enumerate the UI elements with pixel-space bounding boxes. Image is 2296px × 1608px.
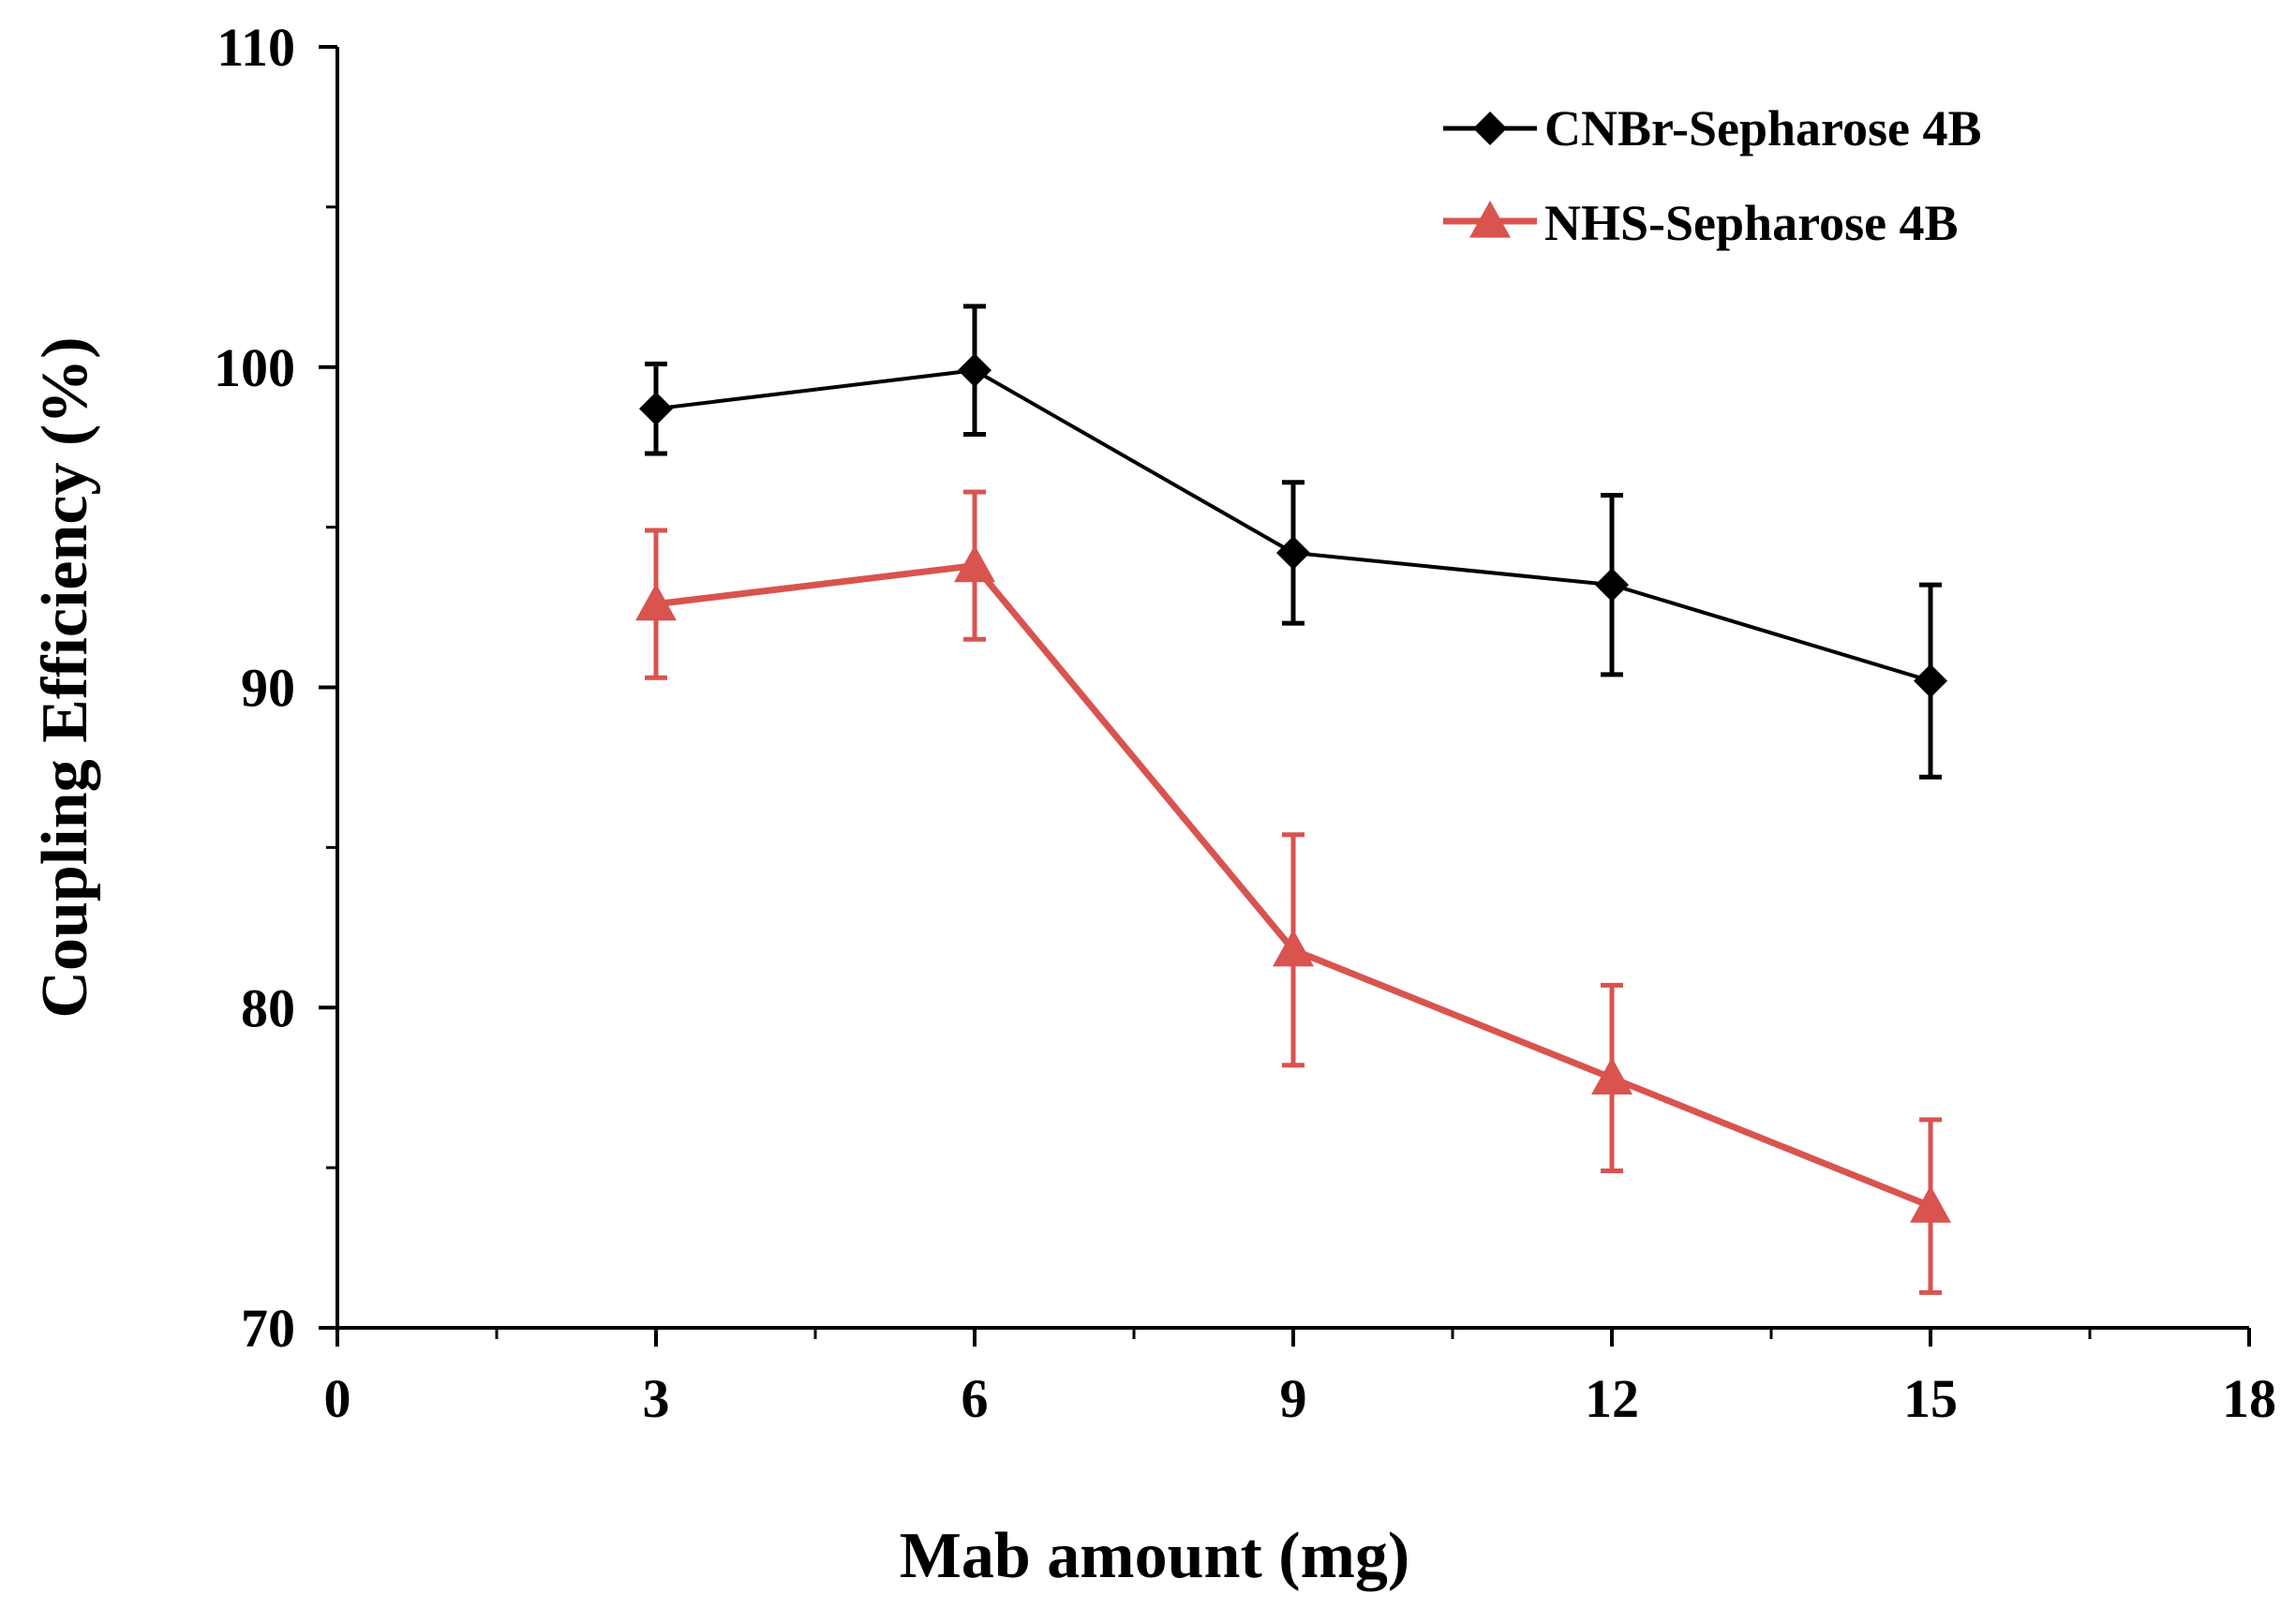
y-tick-label: 110 (216, 17, 295, 78)
x-axis-title: Mab amount (mg) (900, 1520, 1409, 1592)
x-tick-label: 6 (962, 1368, 989, 1429)
data-point[interactable] (1910, 1185, 1951, 1223)
x-tick-label: 3 (643, 1368, 670, 1429)
y-tick-label: 70 (241, 1298, 295, 1359)
data-point[interactable] (1914, 663, 1947, 698)
legend-label-cnbr: CNBr-Sepharose 4B (1544, 100, 1982, 156)
data-point[interactable] (1595, 568, 1629, 603)
x-tick-label: 12 (1585, 1368, 1639, 1429)
data-point[interactable] (635, 583, 677, 621)
x-tick-label: 0 (324, 1368, 351, 1429)
data-series (635, 304, 1951, 1295)
x-tick-label: 9 (1280, 1368, 1307, 1429)
legend: CNBr-Sepharose 4B NHS-Sepharose 4B (1443, 100, 1982, 251)
axes (335, 47, 2249, 1330)
data-point[interactable] (954, 544, 995, 583)
axis-ticks: 0 3 6 9 12 15 18 70 80 90 100 110 (214, 17, 2276, 1429)
data-point[interactable] (1591, 1057, 1633, 1095)
y-tick-label: 80 (241, 977, 295, 1038)
data-point[interactable] (958, 353, 991, 388)
y-tick-label: 90 (241, 658, 295, 719)
data-point[interactable] (1276, 535, 1310, 570)
data-point[interactable] (1273, 929, 1314, 967)
data-point[interactable] (639, 392, 673, 426)
series-nhs (635, 489, 1951, 1295)
x-tick-label: 18 (2222, 1368, 2276, 1429)
y-axis-title: Coupling Efficiency (%) (29, 336, 101, 1018)
legend-item-cnbr[interactable]: CNBr-Sepharose 4B (1443, 100, 1982, 156)
legend-marker-cnbr (1473, 112, 1507, 145)
legend-label-nhs: NHS-Sepharose 4B (1544, 195, 1959, 251)
x-tick-label: 15 (1903, 1368, 1958, 1429)
y-tick-label: 100 (214, 337, 295, 398)
legend-marker-nhs (1469, 201, 1511, 238)
legend-item-nhs[interactable]: NHS-Sepharose 4B (1443, 195, 1959, 251)
series-cnbr (639, 304, 1947, 780)
